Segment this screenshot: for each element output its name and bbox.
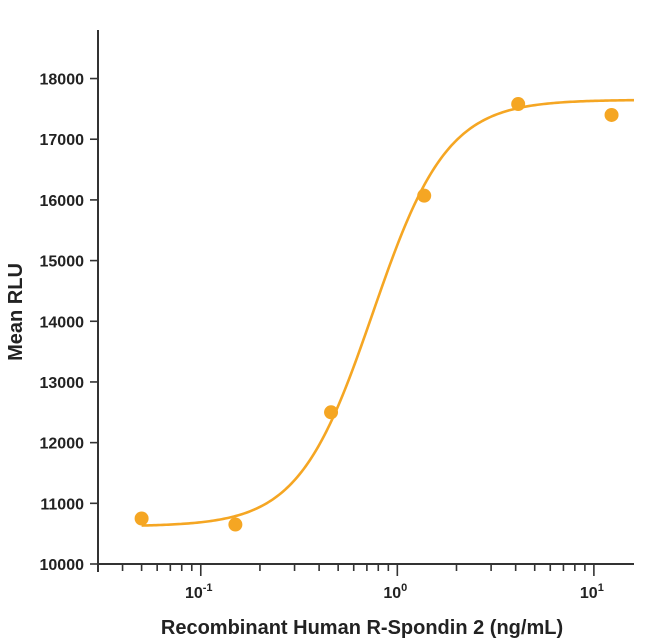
y-tick-label: 12000 [40, 436, 85, 453]
data-point [511, 97, 526, 112]
fit-curve [141, 98, 635, 527]
x-tick-label: 10-1 [185, 582, 213, 602]
y-tick-label: 11000 [40, 496, 84, 513]
y-tick-label: 17000 [40, 132, 85, 149]
data-points-layer [134, 97, 619, 532]
y-tick-label: 14000 [40, 314, 85, 331]
data-point [134, 511, 149, 526]
data-point [228, 517, 243, 532]
data-point [417, 188, 432, 203]
y-tick-label: 15000 [40, 254, 85, 271]
y-tick-label: 16000 [40, 193, 85, 210]
x-tick-label: 100 [383, 582, 407, 602]
y-tick-label: 13000 [40, 375, 85, 392]
y-axis-title: Mean RLU [5, 263, 27, 361]
y-tick-label: 10000 [40, 557, 85, 574]
data-point [324, 405, 339, 420]
y-tick-label: 18000 [40, 72, 85, 89]
axes-layer: 10000 11000 12000 13000 14000 15000 16000 17000… [40, 30, 634, 602]
data-point [604, 107, 619, 122]
fit-curve-layer [141, 98, 635, 527]
x-tick-label: 101 [580, 582, 604, 602]
x-axis-title: Recombinant Human R-Spondin 2 (ng/mL) [161, 617, 563, 639]
